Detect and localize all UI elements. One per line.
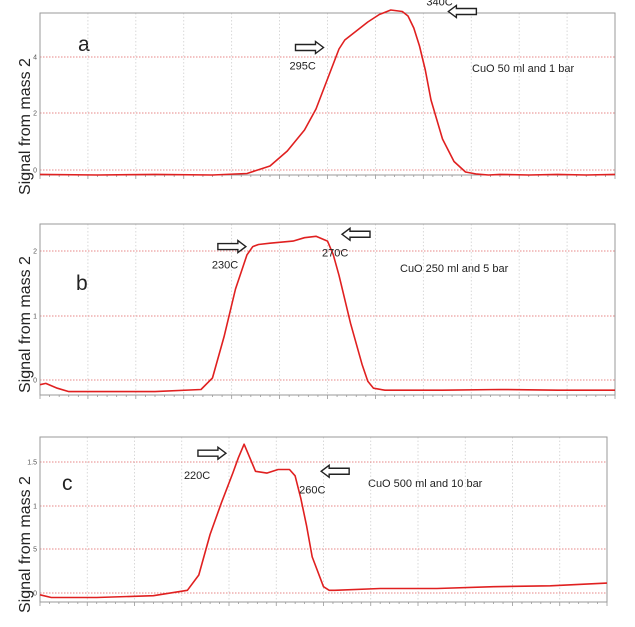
y-tick-label: 1.5 xyxy=(27,460,37,467)
y-tick-label: 1 xyxy=(33,504,37,511)
y-tick-label: 0 xyxy=(33,168,37,175)
series-line xyxy=(39,235,615,393)
y-tick-label: 5 xyxy=(33,547,37,554)
y-tick-label: 4 xyxy=(33,55,37,62)
panel-b: Signal from mass 2 b CuO 250 ml and 5 ba… xyxy=(17,223,616,399)
y-tick-label: 1 xyxy=(33,314,37,321)
plot-area-c: 0 5 1 1.5 220C 260C xyxy=(27,436,608,606)
panel-a: Signal from mass 2 a CuO 50 ml and 1 bar… xyxy=(17,0,616,195)
panel-letter-c: c xyxy=(62,472,73,495)
arrow-left-icon xyxy=(319,463,350,479)
temperature-annotation: 295C xyxy=(290,61,316,73)
plot-frame xyxy=(39,223,616,396)
y-axis-label-a: Signal from mass 2 xyxy=(17,58,34,195)
y-tick-label: 0 xyxy=(33,591,37,598)
panel-letter-b: b xyxy=(76,272,88,295)
temperature-annotation: 260C xyxy=(299,484,325,496)
legend-text-b: CuO 250 ml and 5 bar xyxy=(400,263,509,275)
legend-text-a: CuO 50 ml and 1 bar xyxy=(472,63,574,75)
plot-frame xyxy=(39,12,616,176)
legend-text-c: CuO 500 ml and 10 bar xyxy=(368,478,483,490)
series-line xyxy=(39,9,616,176)
arrow-right-icon xyxy=(197,445,228,461)
plot-area-b: 0 1 2 230C 270C xyxy=(33,223,616,399)
temperature-annotation: 270C xyxy=(322,247,348,259)
y-axis-label-b: Signal from mass 2 xyxy=(17,256,34,393)
arrow-left-icon xyxy=(340,226,371,242)
y-tick-label: 0 xyxy=(33,378,37,385)
y-tick-label: 2 xyxy=(33,249,37,256)
plot-area-a: 0 2 4 295C 340C xyxy=(33,0,616,179)
temperature-annotation: 340C xyxy=(426,0,452,9)
panel-letter-a: a xyxy=(78,33,90,56)
temperature-annotation: 230C xyxy=(212,260,238,272)
arrow-right-icon xyxy=(294,40,325,55)
y-axis-label-c: Signal from mass 2 xyxy=(17,476,34,613)
y-tick-label: 2 xyxy=(33,111,37,118)
panel-c: Signal from mass 2 c CuO 500 ml and 10 b… xyxy=(17,436,608,613)
temperature-annotation: 220C xyxy=(184,470,210,482)
arrow-left-icon xyxy=(447,4,478,19)
series-line xyxy=(39,443,608,599)
plot-frame xyxy=(39,436,608,603)
arrow-right-icon xyxy=(217,239,248,254)
